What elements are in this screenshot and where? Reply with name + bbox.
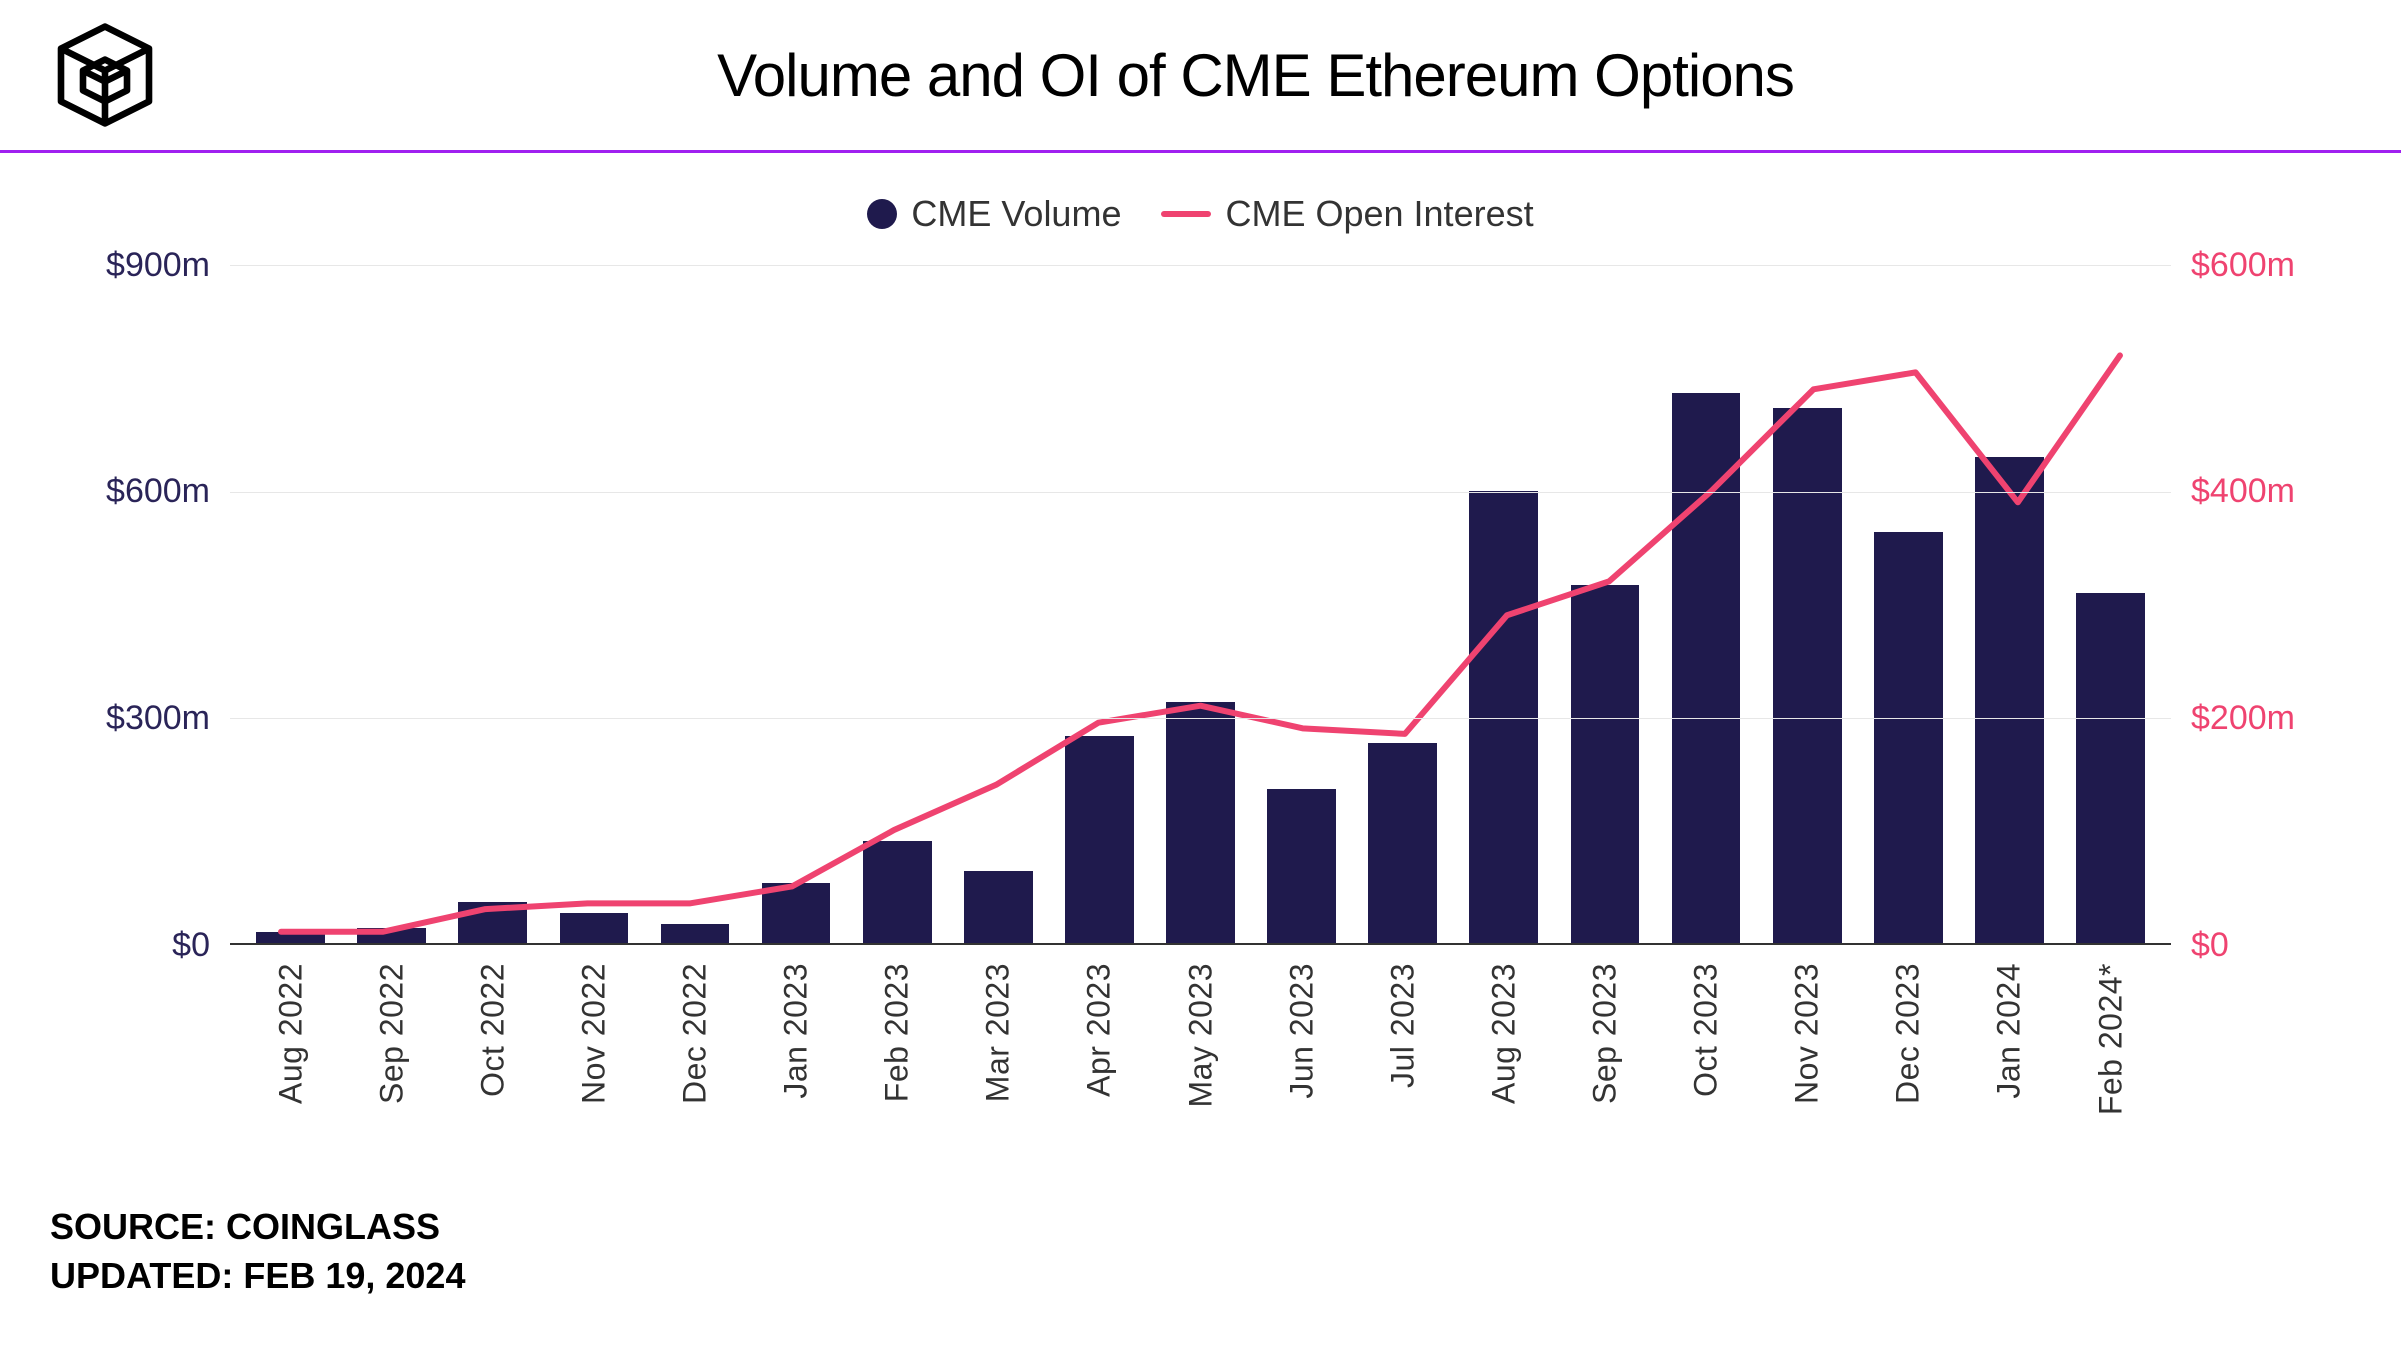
bar-slot <box>543 265 644 943</box>
bar <box>357 928 426 943</box>
x-label: Apr 2023 <box>1049 963 1150 1163</box>
gridline <box>230 265 2171 266</box>
bar-slot <box>644 265 745 943</box>
bar-slot <box>1150 265 1251 943</box>
x-label: Dec 2023 <box>1858 963 1959 1163</box>
bar <box>560 913 629 943</box>
bar-slot <box>1251 265 1352 943</box>
x-label: May 2023 <box>1150 963 1251 1163</box>
x-axis-labels: Aug 2022Sep 2022Oct 2022Nov 2022Dec 2022… <box>230 963 2171 1163</box>
chart-container: CME Volume CME Open Interest $900m$600m$… <box>0 153 2401 1183</box>
bar <box>1773 408 1842 943</box>
bar <box>1469 491 1538 943</box>
x-label: Feb 2024* <box>2060 963 2161 1163</box>
bar-slot <box>1656 265 1757 943</box>
legend-item-oi: CME Open Interest <box>1161 193 1533 235</box>
page-title: Volume and OI of CME Ethereum Options <box>160 41 2351 110</box>
bar-slot <box>341 265 442 943</box>
bar-slot <box>2060 265 2161 943</box>
x-label: Jan 2024 <box>1959 963 2060 1163</box>
x-label: Jan 2023 <box>746 963 847 1163</box>
bar-slot <box>1049 265 1150 943</box>
x-label: Sep 2022 <box>341 963 442 1163</box>
x-label: Jul 2023 <box>1352 963 1453 1163</box>
bar <box>1267 789 1336 943</box>
x-label: Aug 2023 <box>1453 963 1554 1163</box>
header: Volume and OI of CME Ethereum Options <box>0 0 2401 153</box>
bar <box>256 932 325 943</box>
logo-icon <box>50 20 160 130</box>
y-axis-right: $600m$400m$200m$0 <box>2171 265 2341 945</box>
bar <box>458 902 527 943</box>
legend-line-icon <box>1161 211 1211 217</box>
bar <box>863 841 932 943</box>
bar <box>2076 593 2145 943</box>
bar <box>661 924 730 943</box>
x-label: Mar 2023 <box>948 963 1049 1163</box>
x-label: Sep 2023 <box>1554 963 1655 1163</box>
bar <box>1065 736 1134 943</box>
x-label: Oct 2022 <box>442 963 543 1163</box>
legend-dot-icon <box>867 199 897 229</box>
bar <box>1874 532 1943 943</box>
x-label: Feb 2023 <box>847 963 948 1163</box>
legend-oi-label: CME Open Interest <box>1225 193 1533 235</box>
x-label: Nov 2022 <box>543 963 644 1163</box>
bars-layer <box>230 265 2171 943</box>
source-line: SOURCE: COINGLASS <box>50 1203 2401 1252</box>
bar-slot <box>1959 265 2060 943</box>
bar <box>1672 393 1741 943</box>
y-axis-left: $900m$600m$300m$0 <box>60 265 230 945</box>
bar-slot <box>847 265 948 943</box>
plot-area <box>230 265 2171 945</box>
bar-slot <box>1453 265 1554 943</box>
bar-slot <box>1858 265 1959 943</box>
bar-slot <box>1352 265 1453 943</box>
footer: SOURCE: COINGLASS UPDATED: FEB 19, 2024 <box>0 1183 2401 1300</box>
bar-slot <box>442 265 543 943</box>
bar-slot <box>1757 265 1858 943</box>
gridline <box>230 492 2171 493</box>
x-label: Nov 2023 <box>1757 963 1858 1163</box>
bar <box>964 871 1033 943</box>
x-label: Dec 2022 <box>644 963 745 1163</box>
bar <box>1166 702 1235 943</box>
legend: CME Volume CME Open Interest <box>60 193 2341 235</box>
updated-line: UPDATED: FEB 19, 2024 <box>50 1252 2401 1301</box>
x-label: Oct 2023 <box>1656 963 1757 1163</box>
x-label: Aug 2022 <box>240 963 341 1163</box>
bar-slot <box>948 265 1049 943</box>
bar-slot <box>240 265 341 943</box>
bar <box>1975 457 2044 943</box>
x-label: Jun 2023 <box>1251 963 1352 1163</box>
bar-slot <box>746 265 847 943</box>
bar-slot <box>1554 265 1655 943</box>
legend-item-volume: CME Volume <box>867 193 1121 235</box>
bar <box>762 883 831 943</box>
legend-volume-label: CME Volume <box>911 193 1121 235</box>
bar <box>1571 585 1640 943</box>
bar <box>1368 743 1437 943</box>
gridline <box>230 718 2171 719</box>
